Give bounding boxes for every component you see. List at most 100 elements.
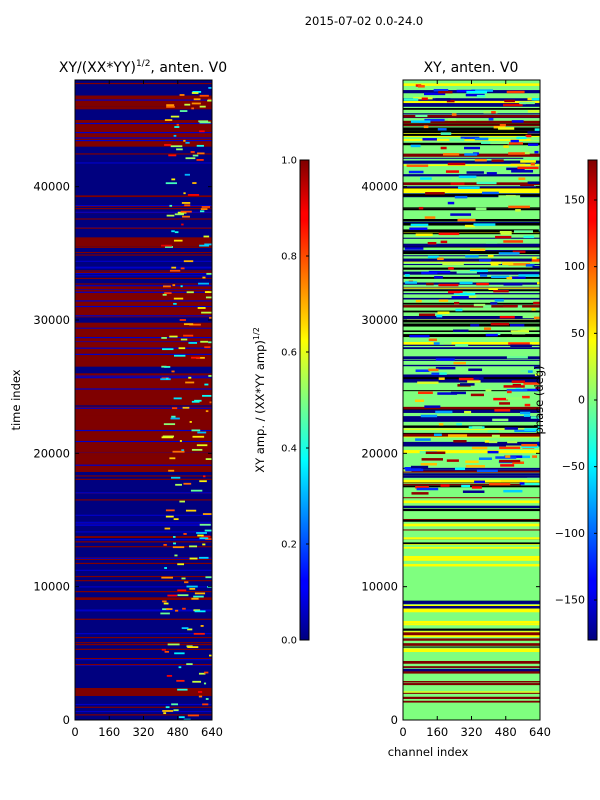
heatmap-speckle (416, 487, 439, 491)
heatmap-row (75, 128, 212, 130)
heatmap-speckle (410, 223, 429, 227)
heatmap-speckle (205, 296, 212, 299)
x-tick-label: 320 (461, 725, 483, 739)
heatmap-speckle (464, 153, 478, 156)
heatmap-speckle (505, 455, 511, 458)
heatmap-row (403, 537, 540, 540)
heatmap-speckle (435, 366, 456, 370)
heatmap-speckle (534, 128, 540, 131)
heatmap-speckle (447, 201, 455, 205)
heatmap-speckle (451, 296, 469, 299)
heatmap-row (403, 130, 540, 134)
heatmap-speckle (487, 450, 499, 454)
heatmap-speckle (423, 125, 429, 129)
heatmap-speckle (209, 316, 212, 319)
heatmap-speckle (187, 714, 199, 717)
heatmap-row (403, 529, 540, 531)
heatmap-speckle (163, 285, 171, 288)
heatmap-speckle (418, 206, 424, 210)
heatmap-speckle (180, 267, 185, 270)
heatmap-speckle (502, 262, 514, 266)
heatmap-speckle (518, 177, 526, 180)
heatmap-speckle (512, 250, 526, 254)
heatmap-speckle (507, 142, 523, 145)
heatmap-speckle (475, 207, 487, 211)
heatmap-speckle (198, 691, 203, 693)
heatmap-speckle (521, 445, 539, 448)
heatmap-row (403, 620, 540, 624)
heatmap-speckle (415, 299, 422, 303)
heatmap-row (75, 546, 212, 548)
heatmap-speckle (493, 289, 509, 293)
heatmap-speckle (476, 181, 497, 185)
heatmap-speckle (200, 340, 209, 343)
heatmap-speckle (161, 377, 170, 380)
heatmap-speckle (206, 272, 212, 275)
heatmap-speckle (528, 143, 539, 146)
heatmap-speckle (520, 328, 528, 332)
heatmap-speckle (186, 585, 198, 588)
heatmap-speckle (415, 438, 431, 441)
heatmap-speckle (167, 643, 180, 646)
heatmap-speckle (438, 283, 459, 287)
heatmap-speckle (454, 195, 468, 199)
colorbar-tick-label: 100 (564, 260, 585, 273)
heatmap-speckle (205, 538, 212, 540)
heatmap-speckle (524, 428, 540, 431)
heatmap-speckle (431, 372, 440, 376)
heatmap-row (403, 160, 540, 164)
heatmap-row (403, 409, 540, 412)
heatmap-row (75, 442, 212, 444)
heatmap-speckle (520, 411, 531, 415)
heatmap-speckle (523, 388, 540, 392)
heatmap-row (75, 539, 212, 541)
heatmap-speckle (426, 282, 434, 286)
heatmap-row (403, 523, 540, 527)
heatmap-row (75, 327, 212, 329)
heatmap-speckle (181, 449, 185, 452)
heatmap-speckle (484, 440, 490, 443)
heatmap-band (75, 406, 212, 472)
heatmap-row (75, 95, 212, 97)
heatmap-row (403, 302, 540, 305)
heatmap-speckle (189, 557, 198, 560)
heatmap-row (403, 251, 540, 253)
heatmap-row (403, 668, 540, 672)
heatmap-speckle (500, 232, 512, 235)
heatmap-speckle (422, 138, 437, 141)
heatmap-row (403, 356, 540, 360)
heatmap-row (75, 350, 212, 352)
x-tick-label: 0 (71, 725, 78, 739)
heatmap-speckle (490, 261, 501, 265)
heatmap-speckle (472, 426, 483, 429)
heatmap-speckle (163, 602, 169, 605)
heatmap-speckle (476, 282, 489, 286)
heatmap-speckle (403, 98, 419, 101)
heatmap-speckle (415, 114, 428, 118)
heatmap-speckle (181, 627, 189, 630)
heatmap-speckle (185, 381, 195, 384)
heatmap-speckle (170, 417, 180, 420)
heatmap-speckle (511, 170, 534, 173)
heatmap-speckle (488, 287, 498, 290)
heatmap-speckle (527, 181, 540, 184)
heatmap-speckle (460, 383, 475, 386)
heatmap-speckle (162, 710, 174, 712)
heatmap-row (75, 642, 212, 644)
heatmap-speckle (456, 89, 476, 93)
heatmap-speckle (525, 327, 536, 331)
heatmap-speckle (415, 233, 433, 237)
heatmap-speckle (438, 90, 453, 94)
heatmap-speckle (178, 666, 182, 669)
heatmap-row (75, 293, 212, 295)
heatmap-speckle (209, 401, 212, 404)
heatmap-speckle (177, 594, 189, 597)
heatmap-row (75, 132, 212, 134)
heatmap-row (403, 157, 540, 159)
heatmap-speckle (442, 153, 460, 156)
heatmap-row (403, 631, 540, 634)
heatmap-speckle (494, 409, 511, 412)
heatmap-speckle (498, 127, 515, 130)
heatmap-speckle (183, 482, 192, 485)
heatmap-row (75, 289, 212, 291)
